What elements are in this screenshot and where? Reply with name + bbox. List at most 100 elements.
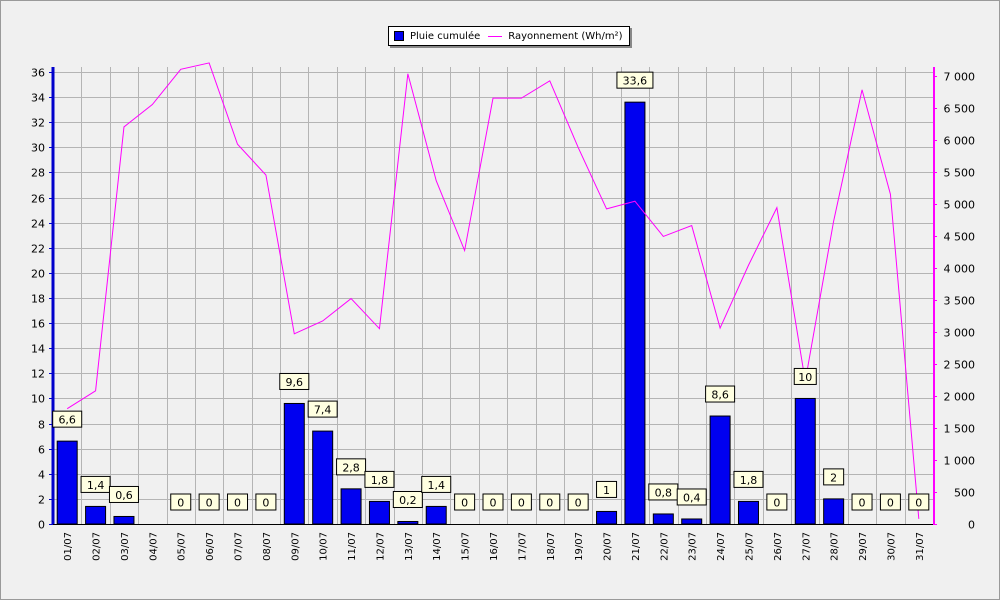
bar-data-label-box: [851, 493, 873, 511]
y-left-tick-label: 28: [31, 167, 45, 180]
bar-data-label: 1,8: [733, 470, 764, 488]
rain-bar: [794, 397, 816, 525]
bar-data-label-text: 1,4: [87, 479, 105, 492]
bar-data-label-box: [198, 493, 220, 511]
x-tick-label: 13/07: [404, 532, 415, 561]
x-tick-label: 23/07: [688, 532, 699, 561]
legend-bar-swatch: [394, 31, 404, 41]
bar-data-label: 0,4: [676, 488, 707, 506]
bar-data-label-text: 0: [206, 497, 213, 510]
x-tick-label: 21/07: [631, 532, 642, 561]
rain-bar: [368, 500, 390, 525]
bar-data-label: 0: [851, 493, 873, 511]
bar-data-label-box: [336, 458, 367, 476]
bar-data-label-text: 9,6: [286, 376, 304, 389]
bar-data-label-text: 0: [859, 497, 866, 510]
y-right-tick-label: 7 000: [944, 71, 976, 84]
x-tick-label: 04/07: [148, 532, 159, 561]
rain-bar: [56, 440, 78, 525]
y-left-tick-label: 24: [31, 218, 45, 231]
bar-data-label-box: [279, 372, 310, 390]
bar-data-label: 1,4: [421, 475, 452, 493]
x-tick-label: 26/07: [773, 532, 784, 561]
bar-data-label-box: [766, 493, 788, 511]
x-tick-label: 28/07: [830, 532, 841, 561]
bar-data-label-text: 0: [461, 497, 468, 510]
bar-data-label-text: 0,2: [399, 494, 417, 507]
bar-data-label-box: [454, 493, 476, 511]
x-tick-label: 09/07: [290, 532, 301, 561]
rain-bar: [596, 510, 618, 525]
x-tick-label: 11/07: [347, 532, 358, 561]
bar-data-label-text: 0: [262, 497, 269, 510]
rain-bar: [624, 101, 646, 525]
y-right-tick-label: 5 000: [944, 199, 976, 212]
bar-data-label: 0: [908, 493, 930, 511]
y-left-tick-label: 36: [31, 67, 45, 80]
bar-data-label: 1: [596, 480, 618, 498]
bar-data-label: 0,8: [648, 483, 679, 501]
bar-data-label-box: [567, 493, 589, 511]
rain-bar: [652, 513, 674, 525]
y-right-tick-label: 0: [968, 519, 975, 532]
rain-bar: [737, 500, 759, 525]
bar-data-label-box: [255, 493, 277, 511]
y-left-tick-label: 26: [31, 193, 45, 206]
bar-data-label-box: [908, 493, 930, 511]
x-tick-label: 17/07: [517, 532, 528, 561]
bar-data-label: 0,6: [108, 485, 139, 503]
legend-label-radiation: Rayonnement (Wh/m²): [508, 30, 623, 42]
y-left-tick-label: 18: [31, 293, 45, 306]
y-left-tick-label: 16: [31, 318, 45, 331]
bar-data-label-box: [80, 475, 111, 493]
bar-data-label-text: 0: [887, 497, 894, 510]
y-left-tick-label: 14: [31, 343, 45, 356]
bar-data-label: 10: [793, 367, 817, 385]
bar-data-label-box: [733, 470, 764, 488]
bar-data-label-text: 0: [518, 497, 525, 510]
y-right-tick-label: 500: [954, 487, 975, 500]
y-left-tick-label: 32: [31, 117, 45, 130]
bar-data-label: 0: [766, 493, 788, 511]
x-tick-label: 22/07: [659, 532, 670, 561]
bar-data-label-box: [227, 493, 249, 511]
y-left-tick-label: 8: [38, 419, 45, 432]
plot-area: [53, 67, 933, 524]
x-tick-label: 18/07: [546, 532, 557, 561]
bar-data-label-box: [705, 385, 736, 403]
bar-data-label-box: [879, 493, 901, 511]
bar-data-label: 7,4: [307, 400, 338, 418]
bar-data-label: 0: [227, 493, 249, 511]
bar-data-label-text: 2: [830, 471, 837, 484]
x-tick-label: 12/07: [375, 532, 386, 561]
x-tick-label: 07/07: [234, 532, 245, 561]
y-left-tick-label: 22: [31, 243, 45, 256]
bar-data-label-box: [596, 480, 618, 498]
rain-bar: [312, 430, 334, 525]
y-right-tick-label: 3 500: [944, 295, 976, 308]
bar-data-label-box: [539, 493, 561, 511]
y-right-tick-label: 6 000: [944, 135, 976, 148]
bar-data-label-box: [392, 490, 423, 508]
bar-data-label-text: 33,6: [623, 75, 648, 88]
x-tick-label: 19/07: [574, 532, 585, 561]
y-left-tick-label: 6: [38, 444, 45, 457]
bar-data-label-text: 7,4: [314, 404, 332, 417]
bar-data-label-text: 1,8: [740, 474, 758, 487]
x-tick-label: 08/07: [262, 532, 273, 561]
bar-data-label-text: 0,6: [115, 489, 133, 502]
bar-data-label: 0: [255, 493, 277, 511]
radiation-line: [66, 62, 920, 519]
x-tick-label: 16/07: [489, 532, 500, 561]
rain-bar: [113, 515, 135, 525]
bar-data-label-text: 0: [546, 497, 553, 510]
rain-bar: [425, 505, 447, 525]
bar-data-label-box: [421, 475, 452, 493]
bar-data-label: 8,6: [705, 385, 736, 403]
bar-data-label-text: 0: [773, 497, 780, 510]
bar-data-label-text: 0: [234, 497, 241, 510]
bar-data-label-box: [307, 400, 338, 418]
rain-bar: [397, 520, 419, 525]
legend-line-swatch: [488, 35, 503, 37]
bar-data-label-box: [482, 493, 504, 511]
